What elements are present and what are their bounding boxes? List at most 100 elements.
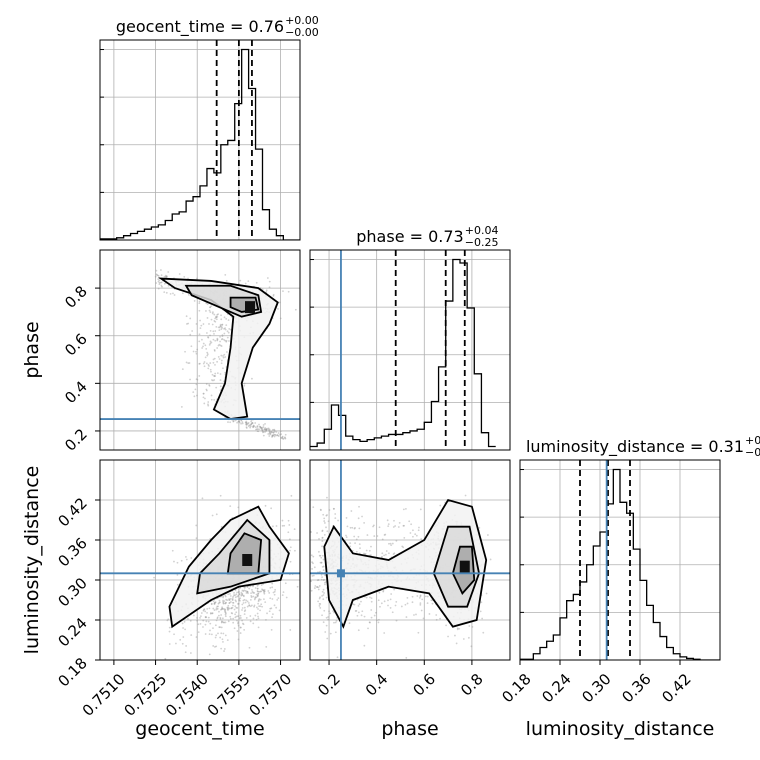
sample-point <box>209 306 211 309</box>
sample-point <box>403 524 405 527</box>
sample-point <box>216 337 219 340</box>
sample-point <box>326 637 329 640</box>
panel-border <box>519 459 721 661</box>
sample-point <box>271 435 274 438</box>
sample-point <box>257 430 260 433</box>
sample-point <box>219 323 222 326</box>
sample-point <box>220 314 222 317</box>
sample-point <box>211 323 214 326</box>
sample-point <box>471 625 474 628</box>
sample-point <box>185 558 188 561</box>
sample-point <box>241 619 244 622</box>
sample-point <box>428 613 431 615</box>
sample-point <box>259 426 262 428</box>
sample-point <box>357 535 360 538</box>
sample-point <box>241 589 244 592</box>
sample-point <box>265 618 267 621</box>
sample-point <box>212 361 215 364</box>
sample-point <box>324 574 327 577</box>
sample-point <box>242 595 245 598</box>
sample-point <box>256 587 259 590</box>
sample-point <box>280 436 282 439</box>
sample-point <box>250 423 253 426</box>
sample-point <box>206 353 209 356</box>
sample-point <box>241 622 244 625</box>
sample-point <box>243 382 246 385</box>
sample-point <box>168 626 171 629</box>
sample-point <box>289 549 291 552</box>
sample-point <box>212 627 214 630</box>
sample-point <box>223 648 226 650</box>
sample-point <box>350 510 353 512</box>
sample-point <box>225 279 228 282</box>
sample-point <box>215 318 218 321</box>
sample-point <box>195 323 198 325</box>
sample-point <box>381 552 384 555</box>
sample-point <box>450 662 452 664</box>
sample-point <box>325 624 328 627</box>
sample-point <box>181 642 184 645</box>
sample-point <box>402 508 405 511</box>
sample-point <box>366 534 369 536</box>
sample-point <box>329 632 332 635</box>
sample-point <box>214 601 217 604</box>
sample-point <box>227 593 230 596</box>
y-tick-label: 0.24 <box>54 614 90 650</box>
sample-point <box>470 645 473 648</box>
sample-point <box>222 602 225 604</box>
sample-point <box>235 593 238 596</box>
sample-point <box>268 286 271 289</box>
sample-point <box>208 384 211 386</box>
sample-point <box>221 324 224 326</box>
sample-point <box>213 379 216 381</box>
sample-point <box>225 317 228 320</box>
sample-point <box>323 609 326 612</box>
sample-point <box>244 601 247 604</box>
sample-point <box>195 524 198 527</box>
sample-point <box>355 550 358 553</box>
sample-point <box>207 620 210 623</box>
sample-point <box>252 424 255 427</box>
sample-point <box>256 594 259 597</box>
sample-point <box>215 619 218 622</box>
sample-point <box>245 617 248 619</box>
sample-point <box>168 630 171 633</box>
sample-point <box>322 598 325 601</box>
panel-title: luminosity_distance = 0.31 <box>526 437 744 457</box>
sample-point <box>220 626 223 629</box>
sample-point <box>156 274 158 276</box>
sample-point <box>278 609 281 612</box>
sample-point <box>252 617 255 620</box>
sample-point <box>402 524 405 527</box>
sample-point <box>202 362 205 365</box>
sample-point <box>260 584 263 586</box>
sample-point <box>408 520 411 523</box>
sample-point <box>284 437 287 440</box>
sample-point <box>279 430 282 433</box>
sample-point <box>251 422 253 425</box>
sample-point <box>250 423 253 425</box>
sample-point <box>226 639 229 641</box>
sample-point <box>222 355 224 357</box>
sample-point <box>234 419 237 422</box>
sample-point <box>281 519 284 522</box>
sample-point <box>232 621 235 624</box>
sample-point <box>383 554 386 557</box>
sample-point <box>293 528 296 531</box>
sample-point <box>320 578 323 581</box>
sample-point <box>456 628 459 631</box>
sample-point <box>206 362 208 365</box>
sample-point <box>269 597 272 600</box>
sample-point <box>187 362 190 365</box>
sample-point <box>167 284 170 287</box>
sample-point <box>245 423 248 426</box>
sample-point <box>235 600 237 603</box>
sample-point <box>185 315 188 318</box>
sample-point <box>198 362 201 365</box>
sample-point <box>322 565 325 568</box>
sample-point <box>410 523 413 526</box>
sample-point <box>233 594 235 596</box>
sample-point <box>313 587 316 589</box>
sample-point <box>215 316 218 319</box>
sample-point <box>216 605 219 608</box>
